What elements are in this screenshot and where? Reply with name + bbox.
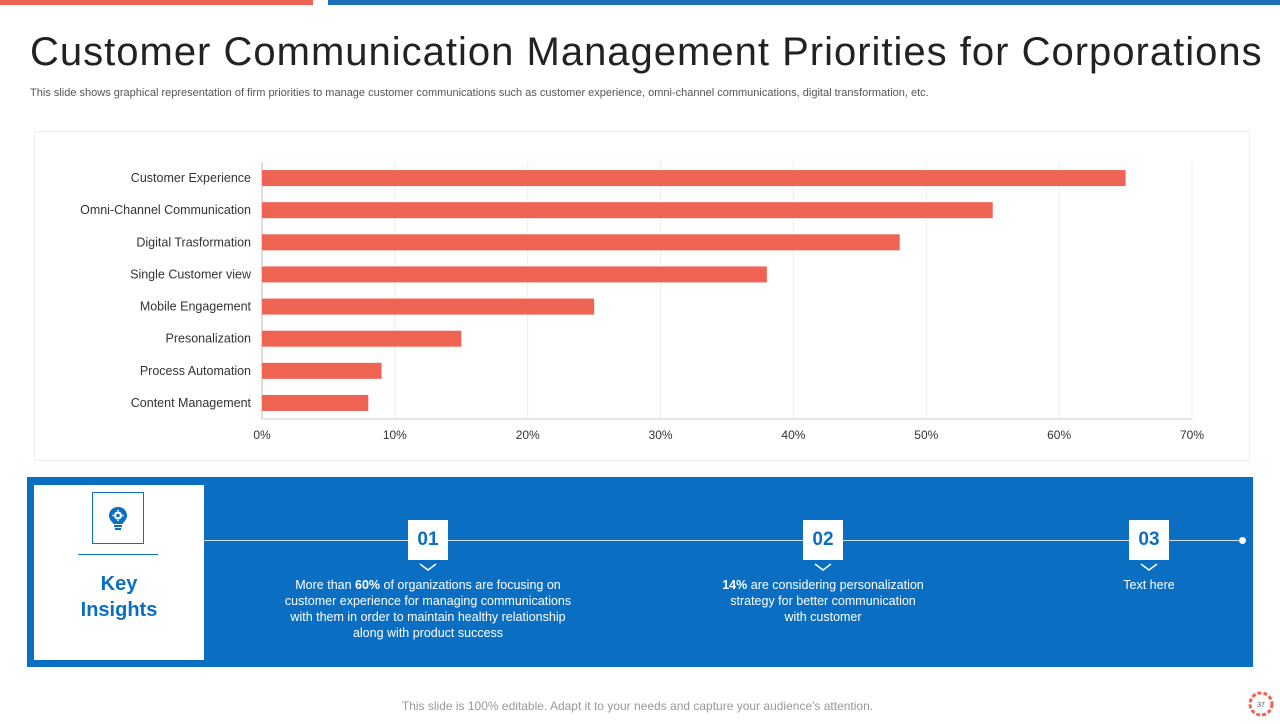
key-insights-heading: Key Insights xyxy=(34,571,204,623)
lightbulb-gear-icon xyxy=(92,492,144,544)
category-label: Single Customer view xyxy=(130,267,252,281)
category-label: Presonalization xyxy=(166,332,252,346)
x-tick-label: 0% xyxy=(253,428,271,442)
x-tick-label: 40% xyxy=(781,428,805,442)
step-2-text: 14% are considering personalization stra… xyxy=(722,578,924,624)
top-accent-bar-red xyxy=(0,0,313,5)
bar-chart: 0% 10% 20% 30% 40% 50% 60% 70% Customer Experien… xyxy=(80,162,1204,442)
bar xyxy=(262,234,900,251)
page-title: Customer Communication Management Priori… xyxy=(30,30,1263,74)
category-label: Process Automation xyxy=(140,364,251,378)
key-insights-band xyxy=(27,477,1253,667)
category-label: Digital Trasformation xyxy=(136,235,251,249)
step-2-badge: 02 xyxy=(803,520,843,560)
footer-note: This slide is 100% editable. Adapt it to… xyxy=(401,699,874,713)
timeline-line xyxy=(204,540,1242,541)
bar xyxy=(262,202,993,219)
category-label: Omni-Channel Communication xyxy=(80,203,251,217)
x-tick-label: 30% xyxy=(649,428,673,442)
bar xyxy=(262,362,382,379)
x-tick-label: 20% xyxy=(516,428,540,442)
gear-ring-icon: 37 xyxy=(1248,691,1274,717)
bar xyxy=(262,298,595,315)
page-subtitle: This slide shows graphical representatio… xyxy=(30,87,929,99)
category-label: Content Management xyxy=(131,396,252,410)
step-2-chevron-icon xyxy=(814,563,832,571)
x-tick-label: 60% xyxy=(1047,428,1071,442)
x-tick-label: 10% xyxy=(383,428,407,442)
category-label: Customer Experience xyxy=(131,171,251,185)
category-label: Mobile Engagement xyxy=(140,300,252,314)
x-tick-label: 50% xyxy=(914,428,938,442)
key-insights-box: Key Insights xyxy=(34,485,204,660)
page-number: 37 xyxy=(1257,702,1265,709)
bar xyxy=(262,394,369,411)
timeline-end-dot xyxy=(1239,537,1246,544)
bar xyxy=(262,170,1126,187)
key-insights-heading-line1: Key xyxy=(100,573,138,595)
step-3-chevron-icon xyxy=(1140,563,1158,571)
step-3-badge: 03 xyxy=(1129,520,1169,560)
step-3-text: Text here xyxy=(1123,578,1175,592)
insights-divider xyxy=(78,554,158,555)
page-number-badge: 37 xyxy=(1246,689,1276,719)
x-tick-label: 70% xyxy=(1180,428,1204,442)
bar xyxy=(262,330,462,347)
bar xyxy=(262,266,767,283)
step-1-badge: 01 xyxy=(408,520,448,560)
bar-chart-card: 0% 10% 20% 30% 40% 50% 60% 70% Customer Experien… xyxy=(34,131,1250,461)
top-accent-bar-blue xyxy=(328,0,1280,5)
key-insights-heading-line2: Insights xyxy=(80,599,158,621)
step-1-chevron-icon xyxy=(419,563,437,571)
step-1-text: More than 60% of organizations are focus… xyxy=(284,578,572,640)
